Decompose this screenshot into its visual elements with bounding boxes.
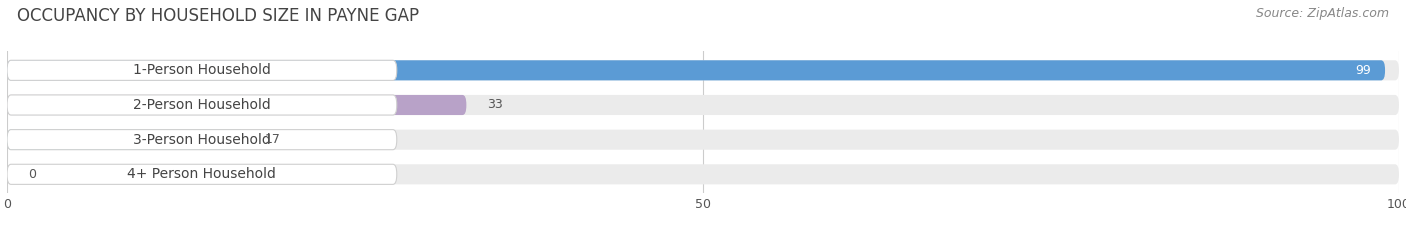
FancyBboxPatch shape: [7, 95, 1399, 115]
Text: 17: 17: [264, 133, 280, 146]
FancyBboxPatch shape: [7, 130, 396, 150]
FancyBboxPatch shape: [7, 164, 396, 184]
Text: 4+ Person Household: 4+ Person Household: [128, 167, 277, 181]
Text: 3-Person Household: 3-Person Household: [134, 133, 271, 147]
Text: OCCUPANCY BY HOUSEHOLD SIZE IN PAYNE GAP: OCCUPANCY BY HOUSEHOLD SIZE IN PAYNE GAP: [17, 7, 419, 25]
FancyBboxPatch shape: [7, 60, 1399, 80]
Text: 99: 99: [1355, 64, 1371, 77]
Text: 1-Person Household: 1-Person Household: [134, 63, 271, 77]
FancyBboxPatch shape: [7, 60, 396, 80]
Text: Source: ZipAtlas.com: Source: ZipAtlas.com: [1256, 7, 1389, 20]
Text: 0: 0: [28, 168, 37, 181]
FancyBboxPatch shape: [7, 95, 467, 115]
FancyBboxPatch shape: [7, 60, 1385, 80]
Text: 33: 33: [488, 99, 503, 112]
Text: 2-Person Household: 2-Person Household: [134, 98, 271, 112]
FancyBboxPatch shape: [7, 130, 243, 150]
FancyBboxPatch shape: [7, 130, 1399, 150]
FancyBboxPatch shape: [7, 95, 396, 115]
FancyBboxPatch shape: [7, 164, 1399, 184]
